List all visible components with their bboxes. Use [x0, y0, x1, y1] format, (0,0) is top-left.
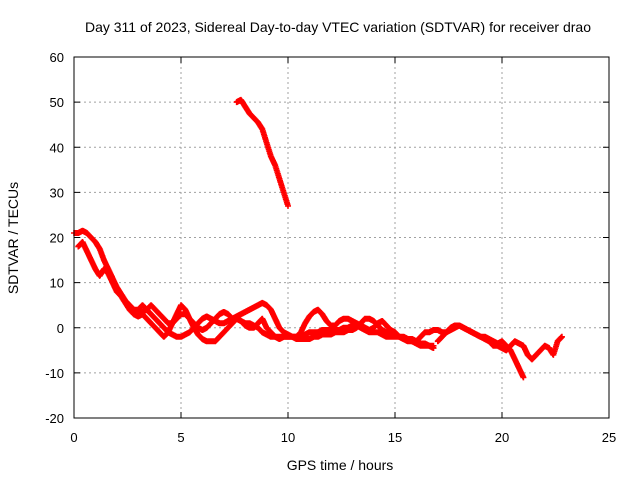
- x-tick-label: 10: [281, 430, 295, 445]
- y-tick-label: 60: [50, 50, 64, 65]
- x-tick-label: 20: [495, 430, 509, 445]
- y-axis-label: SDTVAR / TECUs: [5, 182, 21, 294]
- y-tick-label: 40: [50, 140, 64, 155]
- x-tick-label: 0: [70, 430, 77, 445]
- data-point-markers: [135, 302, 437, 349]
- y-tick-label: 50: [50, 95, 64, 110]
- x-tick-label: 15: [388, 430, 402, 445]
- data-point-markers: [233, 96, 291, 209]
- series-trace-upper: [233, 96, 291, 209]
- x-tick-label: 5: [177, 430, 184, 445]
- series-trace-c: [135, 302, 437, 349]
- y-tick-label: 0: [57, 321, 64, 336]
- data-point-markers: [434, 322, 565, 363]
- x-axis-label: GPS time / hours: [287, 457, 394, 473]
- y-tick-label: -20: [45, 411, 64, 426]
- y-tick-label: 30: [50, 185, 64, 200]
- y-tick-label: -10: [45, 366, 64, 381]
- tick-labels: 0 5 10 15 20 25 -20 -10 0 10 20 30 40 50 60: [45, 50, 616, 445]
- series-trace-d: [434, 322, 565, 363]
- y-tick-label: 20: [50, 231, 64, 246]
- y-tick-label: 10: [50, 276, 64, 291]
- chart-title: Day 311 of 2023, Sidereal Day-to-day VTE…: [85, 19, 591, 35]
- grid: [74, 57, 609, 418]
- x-tick-label: 25: [602, 430, 616, 445]
